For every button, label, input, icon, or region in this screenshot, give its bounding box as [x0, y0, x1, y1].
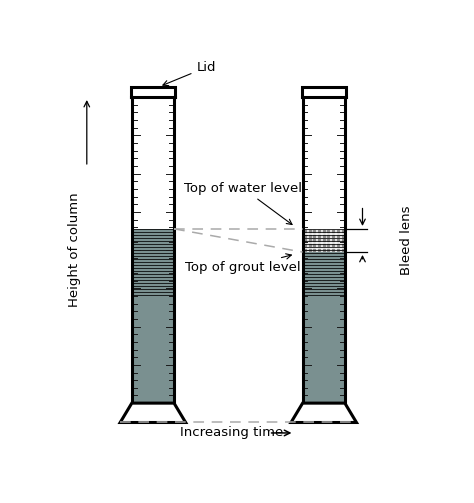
Bar [302, 229, 345, 252]
Bar [132, 97, 174, 403]
Polygon shape [120, 403, 186, 423]
Bar [132, 229, 174, 403]
Text: Height of column: Height of column [68, 193, 81, 307]
Text: Bleed lens: Bleed lens [400, 206, 413, 275]
Text: Lid: Lid [163, 61, 216, 86]
Bar [302, 97, 345, 403]
Polygon shape [291, 403, 356, 423]
Bar [301, 88, 346, 97]
Text: Top of grout level: Top of grout level [185, 254, 301, 274]
Text: Top of water level: Top of water level [184, 182, 302, 224]
Bar [302, 252, 345, 403]
Bar [131, 88, 175, 97]
Text: Increasing time: Increasing time [180, 427, 283, 440]
